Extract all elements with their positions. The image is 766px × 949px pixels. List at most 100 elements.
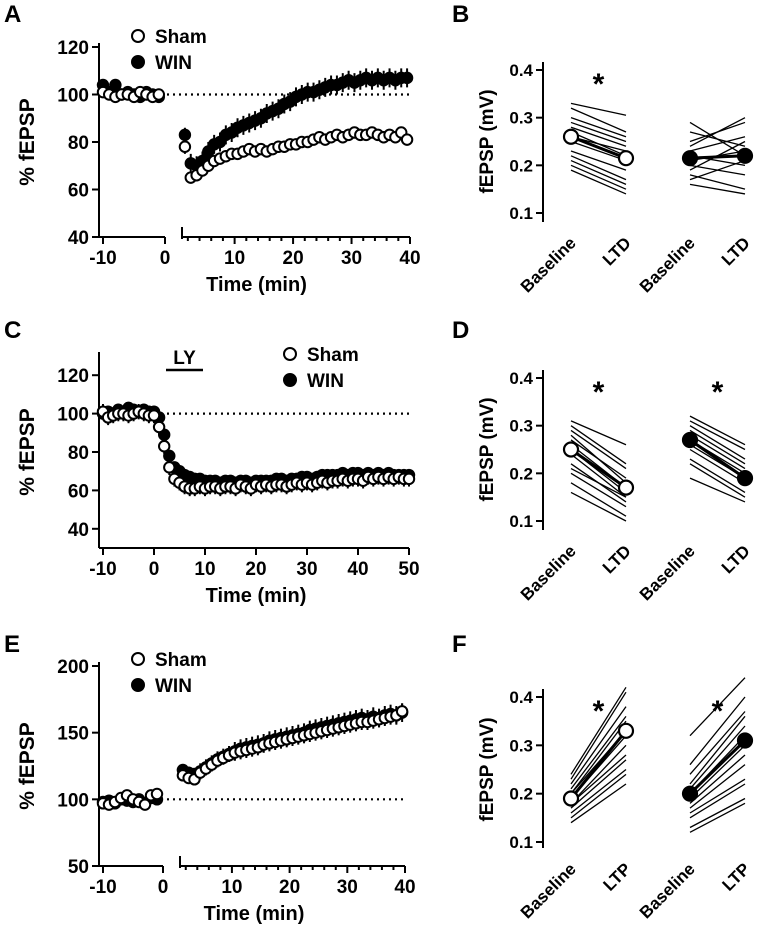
y-axis-label: % fEPSP xyxy=(16,722,39,810)
individual-pair-line xyxy=(689,477,746,503)
individual-pair-line xyxy=(570,759,627,809)
panel-letter-e: E xyxy=(4,631,20,658)
individual-pair-line xyxy=(689,677,746,737)
mean-point-win xyxy=(681,150,699,167)
individual-pair-line xyxy=(570,102,627,116)
individual-pair-line xyxy=(570,715,627,790)
data-point-sham xyxy=(158,440,171,453)
legend-marker-win xyxy=(131,678,145,692)
y-tick-label: 200 xyxy=(57,657,89,678)
panel-c-time-course: 40 60 80 100 120 -10 0 10 20 30 40 50 Time (min) % fE… xyxy=(16,345,420,607)
y-axis-label: % fEPSP xyxy=(16,98,39,186)
category-label: Baseline xyxy=(517,859,580,922)
significance-asterisk: * xyxy=(593,68,605,101)
category-label: LTP xyxy=(600,859,635,894)
individual-pair-line xyxy=(570,768,627,814)
category-label: Baseline xyxy=(636,541,699,604)
y-tick-label: 80 xyxy=(68,133,89,154)
individual-pair-line xyxy=(570,491,627,522)
x-tick-label: 20 xyxy=(279,877,300,898)
x-axis-label: Time (min) xyxy=(206,585,307,607)
mean-line-sham xyxy=(570,135,627,160)
x-tick-label: 40 xyxy=(347,559,368,580)
mean-point-win xyxy=(736,147,754,164)
mean-point-sham xyxy=(562,441,580,458)
y-tick-label: 100 xyxy=(57,86,89,107)
individual-pair-line xyxy=(570,472,627,508)
x-axis-label: Time (min) xyxy=(206,274,307,296)
y-tick-label: 0.2 xyxy=(509,785,533,804)
y-tick-label: 100 xyxy=(57,405,89,426)
individual-pair-line xyxy=(570,164,627,190)
panel-e-time-course: 50 100 150 200 -10 0 10 20 30 40 Time (min) % fEPSP… xyxy=(16,650,416,925)
mean-line-sham xyxy=(569,729,628,800)
individual-pair-line xyxy=(689,159,746,181)
data-point-sham xyxy=(178,140,192,153)
drug-bar-label: LY xyxy=(173,348,196,369)
y-tick-label: 100 xyxy=(57,790,89,811)
y-axis-label: fEPSP (mV) xyxy=(477,717,498,821)
individual-pair-line xyxy=(689,434,746,470)
individual-pair-line xyxy=(689,715,746,785)
y-tick-label: 0.1 xyxy=(509,512,533,531)
significance-asterisk: * xyxy=(712,695,724,728)
data-point-sham xyxy=(152,420,166,434)
data-point-sham xyxy=(152,88,166,101)
individual-pair-line xyxy=(570,169,627,195)
significance-asterisk: * xyxy=(712,376,724,409)
data-point-sham xyxy=(150,787,164,801)
individual-pair-line xyxy=(570,126,627,147)
individual-pair-line xyxy=(689,802,746,833)
panel-a-time-course: 40 60 80 100 120 -10 0 10 20 30 40 Time (min) % fEPS… xyxy=(16,27,421,296)
y-tick-label: 0.4 xyxy=(509,369,533,388)
category-label: Baseline xyxy=(636,859,699,922)
individual-pair-line xyxy=(689,117,746,147)
x-tick-label: 30 xyxy=(341,248,362,269)
x-axis-label: Time (min) xyxy=(204,903,305,925)
x-tick-label: -10 xyxy=(89,559,116,580)
y-tick-label: 0.3 xyxy=(509,417,533,436)
individual-pair-line xyxy=(689,754,746,804)
mean-point-win xyxy=(681,431,699,449)
individual-pair-line xyxy=(689,458,746,493)
category-label: LTP xyxy=(719,859,754,894)
individual-pair-line xyxy=(570,706,627,785)
mean-line-win xyxy=(688,739,747,795)
individual-pair-line xyxy=(689,797,746,829)
category-label: Baseline xyxy=(517,233,580,296)
data-point-sham xyxy=(163,461,176,474)
x-tick-label: 40 xyxy=(394,877,415,898)
legend-label-sham: Sham xyxy=(155,650,207,671)
individual-pair-line xyxy=(689,136,746,152)
individual-pair-line xyxy=(689,415,746,446)
y-tick-label: 60 xyxy=(68,181,89,202)
individual-pair-line xyxy=(570,686,627,775)
data-point-sham xyxy=(147,409,161,422)
individual-pair-line xyxy=(570,691,627,780)
category-label: LTD xyxy=(718,541,754,577)
individual-pair-line xyxy=(570,420,627,446)
y-tick-label: 0.1 xyxy=(509,204,533,223)
individual-pair-line xyxy=(689,463,746,498)
individual-pair-line xyxy=(689,725,746,790)
legend-label-win: WIN xyxy=(307,371,344,392)
mean-line-sham xyxy=(570,448,627,489)
x-tick-label: 0 xyxy=(149,559,160,580)
legend-label-sham: Sham xyxy=(155,27,207,48)
data-point-win xyxy=(400,71,414,85)
y-axis-label: fEPSP (mV) xyxy=(477,89,498,193)
x-tick-label: 50 xyxy=(398,559,419,580)
x-tick-label: 30 xyxy=(296,559,317,580)
data-point-win xyxy=(109,78,122,92)
category-label: Baseline xyxy=(636,233,699,296)
y-tick-label: 40 xyxy=(68,520,89,541)
mean-point-win xyxy=(736,732,754,749)
mean-point-sham xyxy=(617,479,635,496)
individual-pair-line xyxy=(570,117,627,138)
individual-pair-line xyxy=(689,131,746,147)
panel-letter-c: C xyxy=(4,317,21,344)
mean-point-win xyxy=(736,470,754,487)
